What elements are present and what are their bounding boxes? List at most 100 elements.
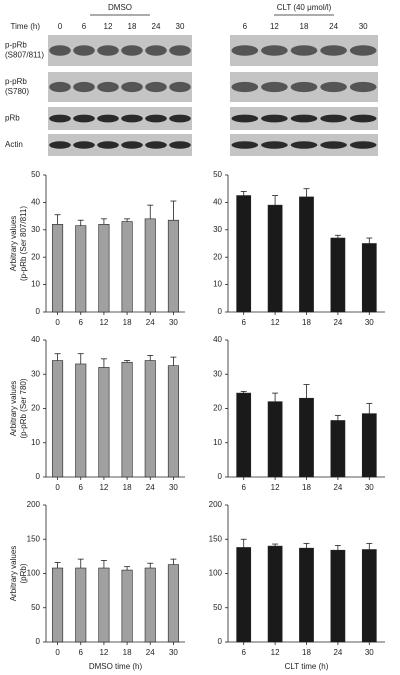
blot-panel xyxy=(48,134,192,156)
error-bar xyxy=(54,562,61,569)
x-tick-label: 0 xyxy=(55,483,60,492)
bar xyxy=(236,195,252,313)
blot-band xyxy=(49,81,71,93)
blot-band xyxy=(231,45,259,56)
blot-panel xyxy=(48,35,192,66)
blot-panel xyxy=(48,72,192,102)
error-bar xyxy=(334,234,341,239)
bar xyxy=(330,420,346,478)
blot-band xyxy=(145,141,167,149)
error-bar xyxy=(240,390,247,394)
error-bar xyxy=(77,219,84,226)
bar xyxy=(75,363,87,478)
group-label: CLT (40 μmol/l) xyxy=(277,3,332,12)
x-tick-label: 24 xyxy=(333,318,342,327)
bar xyxy=(167,365,179,478)
bar xyxy=(52,567,64,643)
bar xyxy=(75,225,87,313)
blot-band xyxy=(290,45,318,56)
error-bar xyxy=(334,545,341,551)
blot-band xyxy=(145,45,167,56)
y-axis-label: Arbitrary values xyxy=(9,381,18,437)
x-tick-label: 30 xyxy=(169,483,178,492)
group-label: DMSO xyxy=(108,3,132,12)
row-label: (S780) xyxy=(5,87,29,96)
y-tick-label: 10 xyxy=(213,438,222,447)
blot-band xyxy=(349,141,377,149)
blot-band xyxy=(169,114,191,123)
bar xyxy=(52,224,64,313)
error-bar xyxy=(54,353,61,361)
bar xyxy=(267,204,283,313)
blot-band xyxy=(320,141,347,149)
blot-band xyxy=(73,45,95,56)
blot-band xyxy=(349,114,377,123)
y-tick-label: 50 xyxy=(213,170,222,179)
blot-band xyxy=(349,81,377,93)
error-bar xyxy=(100,560,107,569)
blot-band xyxy=(121,81,143,93)
bar xyxy=(299,196,314,313)
blot-band xyxy=(290,114,318,123)
bar xyxy=(98,367,110,478)
y-tick-label: 50 xyxy=(31,603,40,612)
error-bar xyxy=(303,542,310,549)
blot-band xyxy=(261,141,288,149)
bar xyxy=(267,401,283,478)
time-tick: 24 xyxy=(329,22,338,31)
error-bar xyxy=(240,538,247,548)
blot-band xyxy=(231,141,259,149)
x-tick-label: 24 xyxy=(333,483,342,492)
bar xyxy=(330,237,346,313)
blot-band xyxy=(97,141,119,149)
error-bar xyxy=(100,218,107,225)
y-axis-label: (p-pRb (Ser 780) xyxy=(19,378,28,438)
error-bar xyxy=(303,188,310,197)
blot-band xyxy=(97,81,119,93)
x-axis-label: DMSO time (h) xyxy=(89,662,143,671)
x-tick-label: 6 xyxy=(79,483,84,492)
bar xyxy=(236,392,252,478)
y-tick-label: 0 xyxy=(218,637,223,646)
time-tick: 12 xyxy=(104,22,113,31)
time-tick: 24 xyxy=(152,22,161,31)
blot-panel xyxy=(48,107,192,130)
y-tick-label: 30 xyxy=(31,225,40,234)
bar xyxy=(52,360,64,478)
blot-band xyxy=(320,45,347,56)
error-bar xyxy=(124,218,131,222)
y-tick-label: 10 xyxy=(31,438,40,447)
time-tick: 12 xyxy=(270,22,279,31)
blot-band xyxy=(261,81,288,93)
x-tick-label: 6 xyxy=(241,483,246,492)
row-label: pRb xyxy=(5,114,20,123)
y-tick-label: 20 xyxy=(31,252,40,261)
error-bar xyxy=(124,360,131,363)
blot-band xyxy=(73,141,95,149)
error-bar xyxy=(170,356,177,366)
y-tick-label: 30 xyxy=(213,369,222,378)
y-tick-label: 50 xyxy=(31,170,40,179)
bar xyxy=(167,564,179,643)
x-tick-label: 6 xyxy=(79,648,84,657)
blot-band xyxy=(73,81,95,93)
time-tick: 0 xyxy=(58,22,63,31)
y-tick-label: 30 xyxy=(213,225,222,234)
x-tick-label: 18 xyxy=(123,648,132,657)
blot-band xyxy=(121,114,143,123)
blot-band xyxy=(320,81,347,93)
time-tick: 18 xyxy=(128,22,137,31)
bar xyxy=(144,218,156,313)
blot-band xyxy=(121,45,143,56)
blot-band xyxy=(169,81,191,93)
blot-band xyxy=(169,45,191,56)
blot-band xyxy=(97,114,119,123)
bar xyxy=(121,569,133,643)
bar xyxy=(75,567,87,643)
error-bar xyxy=(124,566,131,571)
bar xyxy=(98,567,110,643)
x-tick-label: 18 xyxy=(302,318,311,327)
row-label: p-pRb xyxy=(5,41,27,50)
blot-band xyxy=(121,141,143,149)
error-bar xyxy=(366,402,373,414)
